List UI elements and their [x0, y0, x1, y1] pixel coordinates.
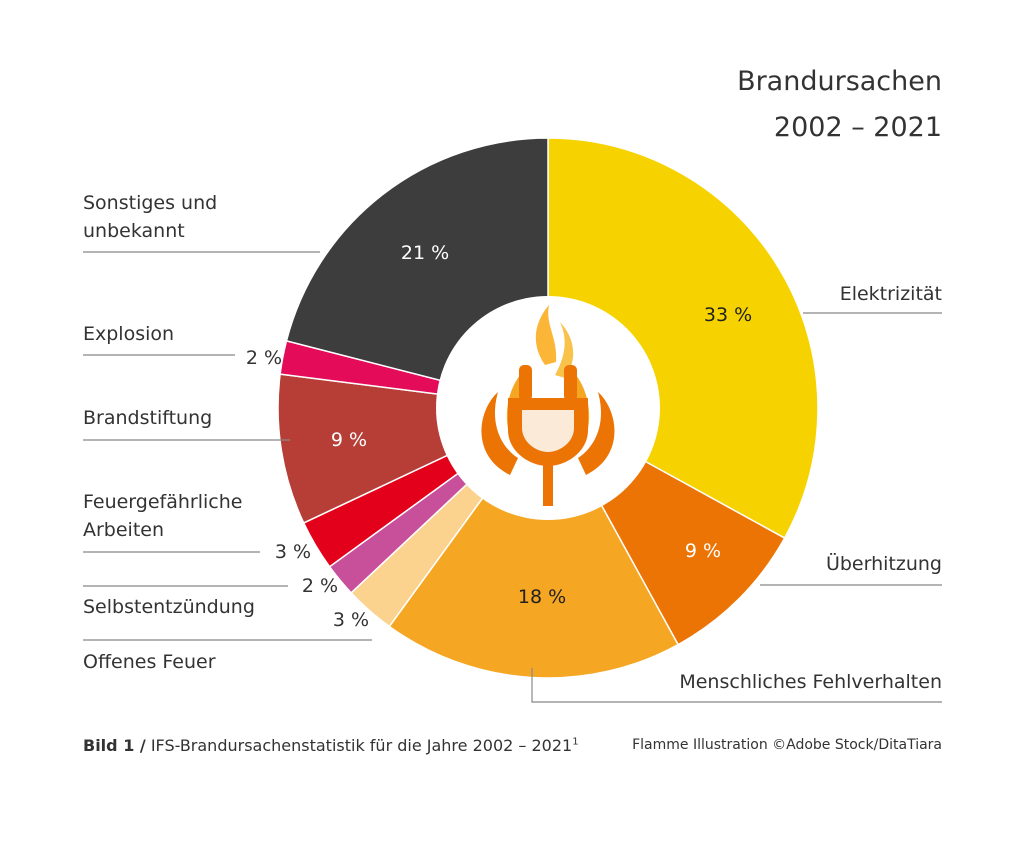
pct-label-ueberhitzung: 9 % [685, 540, 721, 562]
category-label-ueberhitzung: Überhitzung [826, 552, 942, 575]
pct-label-feuergefaehrlich: 3 % [275, 541, 311, 563]
figure-caption: Bild 1 / IFS-Brandursachenstatistik für … [83, 736, 579, 755]
pct-label-menschliches: 18 % [518, 586, 566, 608]
leader-lines [83, 251, 942, 703]
pct-label-selbstentzuendung: 2 % [302, 575, 338, 597]
chart-title-line1: Brandursachen [737, 66, 942, 97]
category-label-elektrizitaet: Elektrizität [840, 283, 942, 305]
pct-label-elektrizitaet: 33 % [704, 304, 752, 326]
caption-footnote-mark: 1 [572, 736, 579, 748]
category-label-offenes-feuer: Offenes Feuer [83, 651, 216, 673]
leader-line-menschliches [531, 668, 942, 703]
category-label-feuergefaehrlich-line1: Feuergefährliche [83, 491, 242, 513]
pct-label-offenes-feuer: 3 % [333, 609, 369, 631]
category-label-menschliches: Menschliches Fehlverhalten [679, 671, 942, 693]
category-label-sonstiges: Sonstiges und unbekannt [83, 192, 223, 242]
category-label-sonstiges-line2: unbekannt [83, 220, 185, 242]
pct-label-brandstiftung: 9 % [331, 429, 367, 451]
category-label-feuergefaehrlich: Feuergefährliche Arbeiten [83, 491, 249, 541]
category-label-feuergefaehrlich-line2: Arbeiten [83, 519, 164, 541]
chart-title-line2: 2002 – 2021 [774, 112, 942, 143]
flaming-plug-icon [481, 305, 615, 506]
caption-figure-number: Bild 1 / [83, 736, 146, 755]
category-label-explosion: Explosion [83, 323, 174, 345]
category-label-brandstiftung: Brandstiftung [83, 407, 212, 429]
category-label-selbstentzuendung: Selbstentzündung [83, 596, 255, 618]
image-credit: Flamme Illustration ©Adobe Stock/DitaTia… [632, 737, 942, 753]
pct-label-explosion: 2 % [246, 347, 282, 369]
pie-slice-2 [388, 406, 680, 679]
caption-text: IFS-Brandursachenstatistik für die Jahre… [145, 736, 573, 755]
category-label-sonstiges-line1: Sonstiges und [83, 192, 217, 214]
pct-label-sonstiges: 21 % [401, 242, 449, 264]
